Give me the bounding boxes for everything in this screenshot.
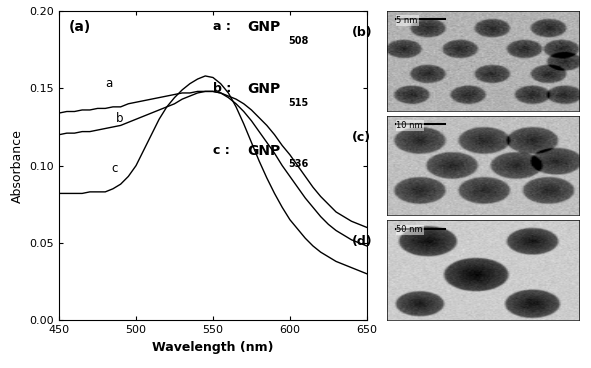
Text: c: c (112, 162, 118, 175)
Text: 50 nm: 50 nm (397, 226, 423, 234)
Text: a: a (105, 77, 112, 90)
Text: b :: b : (213, 82, 236, 95)
X-axis label: Wavelength (nm): Wavelength (nm) (152, 340, 274, 354)
Text: GNP: GNP (247, 20, 280, 34)
Y-axis label: Absorbance: Absorbance (11, 129, 24, 202)
Text: 10 nm: 10 nm (397, 121, 423, 130)
Text: GNP: GNP (247, 82, 280, 96)
Text: (a): (a) (69, 20, 90, 34)
Text: b: b (116, 112, 124, 125)
Text: c :: c : (213, 144, 234, 157)
Text: (c): (c) (352, 131, 371, 144)
Text: a :: a : (213, 20, 235, 33)
Text: (d): (d) (352, 236, 373, 248)
Text: 515: 515 (288, 98, 309, 107)
Text: 508: 508 (288, 36, 309, 46)
Text: 536: 536 (288, 159, 309, 169)
Text: GNP: GNP (247, 144, 280, 158)
Text: (b): (b) (352, 26, 373, 39)
Text: 5 nm: 5 nm (397, 16, 418, 25)
